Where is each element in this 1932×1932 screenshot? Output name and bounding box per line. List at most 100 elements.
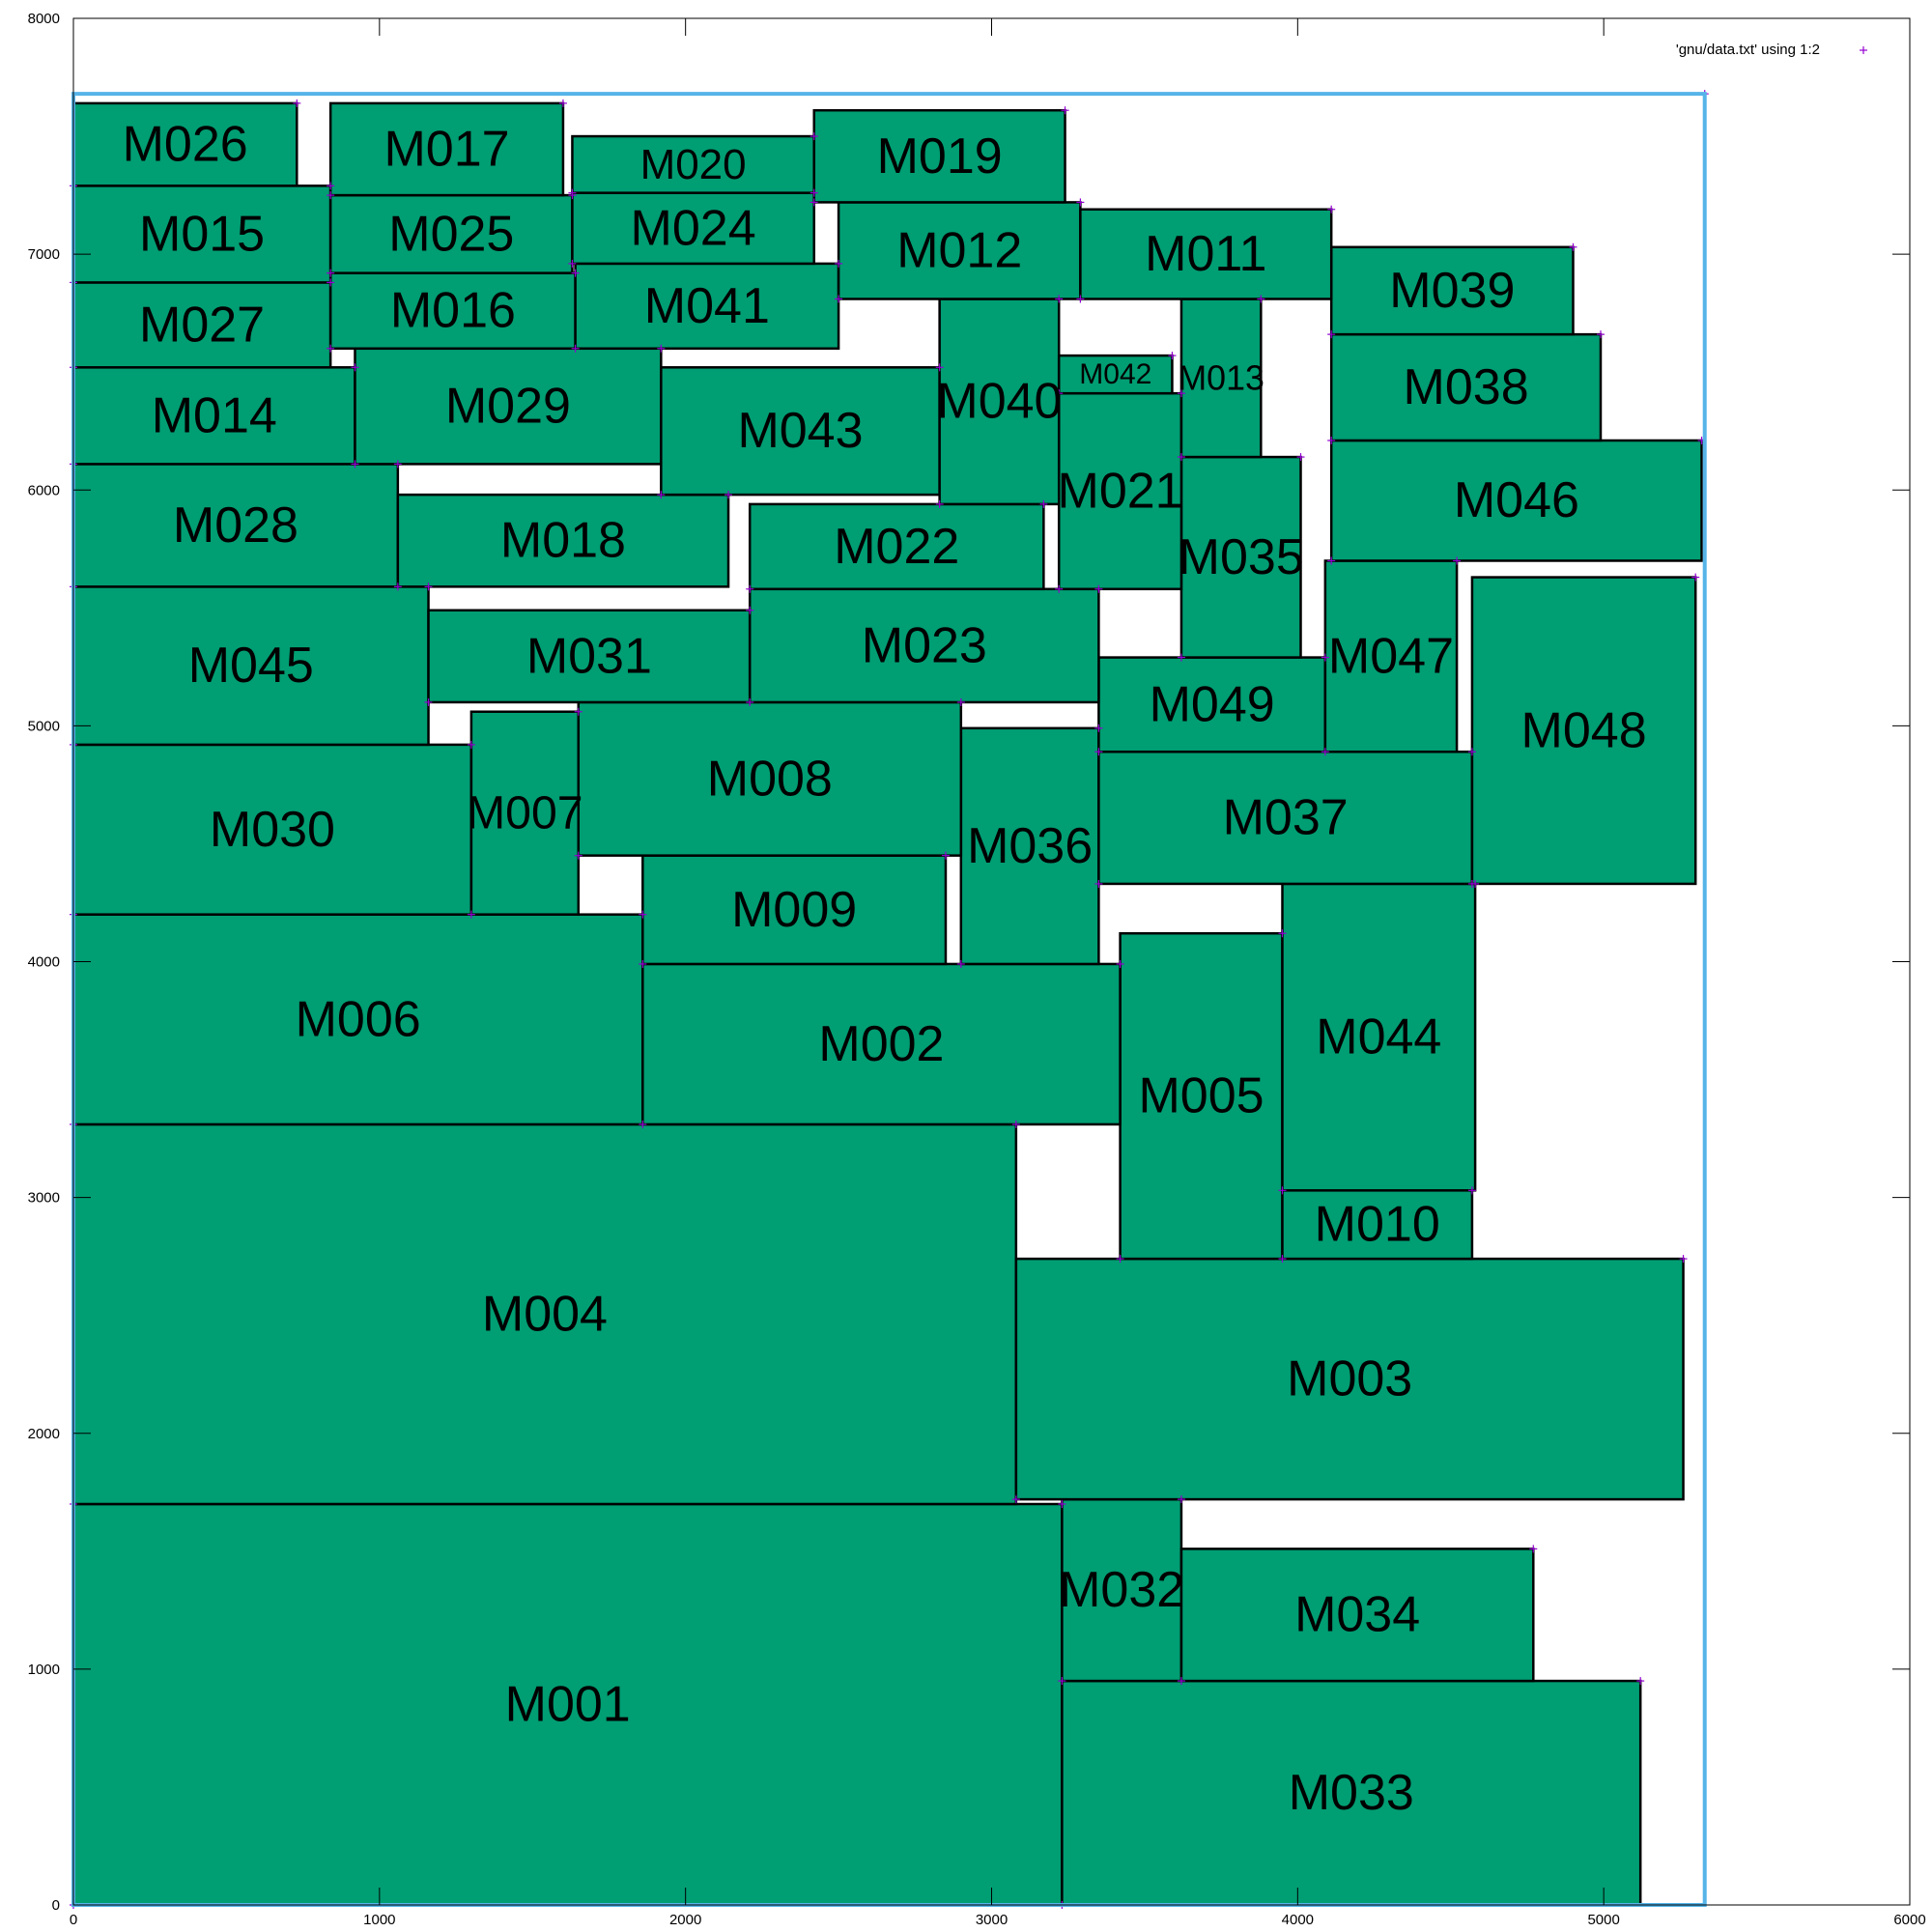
marker-m004-end [1011,1120,1020,1128]
marker-m010-start [1278,1255,1287,1264]
block-m017 [328,101,565,197]
marker-m026-end [293,99,301,107]
x-tick-label: 4000 [1282,1912,1314,1928]
block-m005 [1119,931,1284,1261]
marker-m049-end [1321,653,1329,662]
block-m003 [1014,1257,1685,1501]
marker-m011-end [1327,205,1336,213]
block-label-m033: M033 [1289,1765,1414,1821]
block-label-m002: M002 [818,1016,944,1072]
block-m037 [1097,750,1474,886]
marker-m021-start [1055,584,1064,593]
marker-m024-start [568,259,577,268]
marker-m034-end [1529,1545,1538,1553]
block-m036 [959,726,1100,966]
y-tick-label: 5000 [28,718,60,734]
block-m022 [748,502,1045,591]
block-m049 [1097,656,1327,753]
block-label-m031: M031 [526,628,652,684]
block-m018 [396,493,730,588]
block-m021 [1057,391,1183,591]
block-m001 [71,1502,1064,1907]
marker-m019-end [1061,106,1069,115]
marker-m022-start [746,584,754,593]
block-m013 [1179,298,1263,459]
block-label-m007: M007 [467,787,583,839]
marker-m043-end [935,363,944,372]
marker-m036-end [1094,724,1103,732]
block-m039 [1329,245,1575,336]
block-label-m013: M013 [1178,358,1264,397]
block-m028 [71,463,400,588]
x-tick-label: 2000 [669,1912,701,1928]
block-m006 [71,913,644,1126]
marker-m037-start [1094,879,1103,888]
labels-layer: M001 M033 M032 M034 M004 M003 M005 M010 M044 M006… [123,117,1647,1821]
block-m047 [1323,559,1459,753]
marker-m021-end [1177,389,1185,398]
legend: 'gnu/data.txt' using 1:2 [1676,42,1867,58]
marker-m041-end [835,259,843,268]
block-label-m043: M043 [737,403,863,459]
marker-m049-start [1094,748,1103,756]
block-label-m037: M037 [1223,790,1349,846]
block-m033 [1061,1679,1642,1907]
marker-m030-end [467,740,475,749]
marker-m020-end [810,132,818,141]
block-label-m042: M042 [1079,358,1151,390]
marker-m002-start [639,1120,647,1128]
block-m045 [71,585,430,747]
marker-m036-start [956,959,965,968]
x-tick-label: 6000 [1893,1912,1925,1928]
block-label-m025: M025 [388,206,514,262]
block-label-m029: M029 [445,379,571,435]
marker-m028-end [393,460,402,469]
block-label-m027: M027 [139,297,265,353]
marker-m034-start [1177,1677,1185,1686]
x-tick-label: 1000 [363,1912,395,1928]
block-m016 [328,271,577,351]
block-label-m006: M006 [296,991,421,1047]
marker-m038-end [1596,330,1605,339]
block-m044 [1281,882,1477,1192]
block-label-m017: M017 [384,121,509,177]
block-m031 [427,609,752,704]
block-label-m045: M045 [188,638,314,694]
marker-m048-start [1467,879,1476,888]
marker-m012-end [1076,198,1085,207]
y-tick-label: 2000 [28,1426,60,1442]
block-m046 [1329,439,1703,562]
marker-m022-end [1039,499,1048,508]
marker-m017-start [327,191,335,200]
marker-m006-end [639,910,647,919]
marker-m009-start [639,959,647,968]
block-label-m039: M039 [1389,263,1515,319]
marker-m002-end [1116,959,1124,968]
ticks-layer: 0 1000 2000 3000 4000 5000 6000 0 1000 2000 3000 40… [28,11,1926,1928]
marker-m033-end [1636,1677,1645,1686]
marker-m018-start [393,582,402,591]
marker-m040-start [935,499,944,508]
marker-m013-start [1177,453,1185,462]
marker-m035-end [1296,453,1305,462]
block-label-m048: M048 [1521,702,1647,758]
block-label-m024: M024 [631,200,756,256]
block-label-m034: M034 [1294,1587,1420,1643]
y-tick-label: 8000 [28,11,60,27]
block-label-m022: M022 [834,519,959,575]
block-m010 [1281,1189,1474,1261]
block-m048 [1470,576,1697,886]
block-label-m019: M019 [877,128,1003,185]
block-m008 [577,700,963,857]
block-m012 [837,201,1082,300]
marker-m048-end [1691,573,1700,582]
marker-m005-end [1278,929,1287,938]
block-m002 [641,962,1122,1126]
marker-m005-start [1116,1255,1124,1264]
marker-m037-end [1467,748,1476,756]
marker-m042-start [1055,389,1064,398]
block-label-m044: M044 [1316,1009,1441,1065]
marker-m001-end [1058,1499,1066,1508]
block-m042 [1057,354,1174,395]
